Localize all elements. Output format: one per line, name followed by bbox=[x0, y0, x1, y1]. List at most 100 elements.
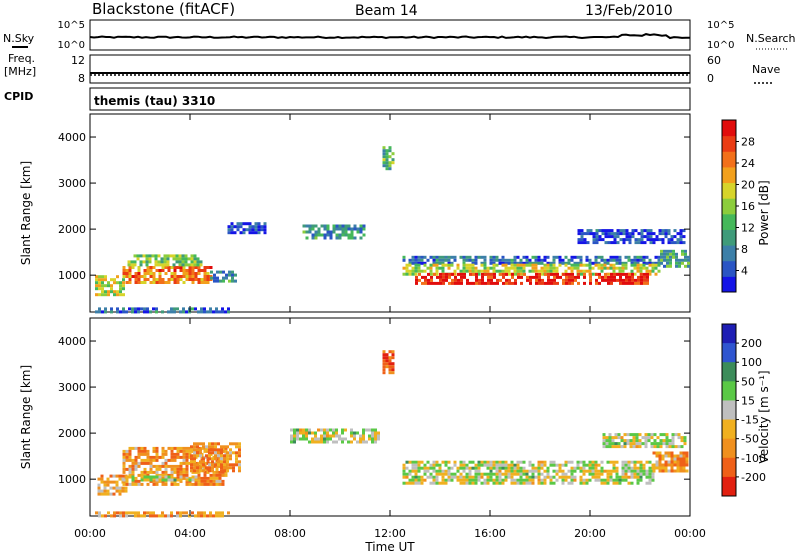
velocity-pixel bbox=[191, 511, 194, 515]
velocity-pixel bbox=[206, 470, 210, 474]
velocity-pixel bbox=[226, 457, 229, 461]
power-pixel bbox=[173, 310, 176, 314]
velocity-pixel bbox=[456, 469, 460, 473]
power-pixel bbox=[654, 272, 658, 276]
velocity-pixel bbox=[414, 463, 418, 467]
power-pixel bbox=[531, 266, 535, 270]
velocity-pixel bbox=[402, 466, 406, 470]
velocity-pixel bbox=[679, 451, 683, 455]
power-pixel bbox=[185, 269, 189, 272]
power-pixel bbox=[408, 263, 412, 267]
velocity-pixel bbox=[140, 478, 144, 482]
velocity-pixel bbox=[167, 514, 170, 518]
velocity-pixel bbox=[606, 478, 610, 482]
velocity-pixel bbox=[119, 514, 122, 518]
velocity-pixel bbox=[196, 466, 199, 470]
velocity-pixel bbox=[564, 463, 568, 467]
velocity-pixel bbox=[164, 482, 168, 486]
power-pixel bbox=[540, 269, 544, 273]
power-pixel bbox=[173, 269, 177, 272]
velocity-pixel bbox=[203, 476, 207, 480]
velocity-pixel bbox=[417, 481, 421, 485]
velocity-pixel bbox=[359, 437, 362, 441]
velocity-pixel bbox=[462, 478, 466, 482]
velocity-pixel bbox=[353, 437, 356, 441]
power-pixel bbox=[388, 146, 392, 150]
velocity-pixel bbox=[202, 445, 205, 449]
power-pixel bbox=[98, 281, 101, 285]
velocity-pixel bbox=[382, 371, 386, 375]
velocity-pixel bbox=[388, 350, 392, 354]
power-pixel bbox=[624, 255, 628, 259]
velocity-pixel bbox=[152, 479, 156, 483]
power-pixel bbox=[508, 281, 511, 285]
power-pixel bbox=[218, 310, 221, 314]
power-pixel bbox=[320, 233, 324, 237]
velocity-pixel bbox=[220, 448, 223, 452]
power-pixel bbox=[622, 232, 626, 236]
velocity-colorbar-tick-label: 15 bbox=[741, 394, 755, 407]
power-pixel bbox=[203, 272, 207, 275]
power-pixel bbox=[654, 263, 658, 267]
power-pixel bbox=[439, 272, 442, 276]
velocity-pixel bbox=[564, 478, 568, 482]
power-pixel bbox=[230, 225, 234, 229]
velocity-pixel bbox=[435, 463, 439, 467]
power-pixel bbox=[143, 272, 147, 275]
velocity-pixel bbox=[480, 460, 484, 464]
power-pixel bbox=[553, 272, 556, 276]
power-colorbar-swatch bbox=[722, 213, 736, 230]
power-pixel bbox=[579, 261, 583, 265]
velocity-pixel bbox=[131, 458, 135, 462]
power-pixel bbox=[618, 255, 622, 259]
velocity-pixel bbox=[208, 454, 211, 458]
velocity-pixel bbox=[662, 439, 666, 443]
velocity-pixel bbox=[155, 482, 159, 486]
velocity-pixel bbox=[639, 472, 643, 476]
power-pixel bbox=[178, 254, 182, 258]
velocity-pixel bbox=[134, 476, 138, 480]
power-pixel bbox=[532, 275, 535, 279]
velocity-pixel bbox=[417, 478, 421, 482]
velocity-pixel bbox=[676, 469, 680, 473]
velocity-pixel bbox=[582, 481, 586, 485]
power-pixel bbox=[570, 266, 574, 270]
power-pixel bbox=[468, 263, 472, 267]
velocity-pixel bbox=[588, 466, 592, 470]
velocity-pixel bbox=[211, 445, 214, 449]
velocity-pixel bbox=[573, 469, 577, 473]
power-pixel bbox=[148, 257, 152, 261]
power-pixel bbox=[134, 310, 137, 314]
power-pixel bbox=[531, 261, 535, 265]
velocity-pixel bbox=[161, 470, 165, 474]
velocity-pixel bbox=[555, 469, 559, 473]
velocity-pixel bbox=[600, 460, 604, 464]
power-pixel bbox=[642, 258, 646, 262]
velocity-pixel bbox=[648, 460, 652, 464]
velocity-pixel bbox=[238, 469, 241, 473]
power-pixel bbox=[628, 281, 631, 285]
velocity-pixel bbox=[423, 463, 427, 467]
velocity-pixel bbox=[633, 460, 637, 464]
velocity-pixel bbox=[155, 514, 158, 518]
power-pixel bbox=[565, 275, 568, 279]
velocity-pixel bbox=[134, 464, 138, 468]
power-pixel bbox=[657, 261, 661, 265]
velocity-pixel bbox=[128, 475, 132, 479]
power-pixel bbox=[589, 232, 593, 236]
velocity-pixel bbox=[570, 469, 574, 473]
power-pixel bbox=[549, 261, 553, 265]
velocity-pixel bbox=[679, 460, 683, 464]
power-pixel bbox=[314, 224, 318, 228]
velocity-pixel bbox=[155, 475, 159, 479]
power-pixel bbox=[462, 255, 466, 259]
velocity-pixel bbox=[308, 431, 311, 435]
velocity-pixel bbox=[217, 442, 220, 446]
power-pixel bbox=[505, 278, 508, 282]
power-pixel bbox=[501, 269, 505, 273]
power-pixel bbox=[489, 266, 493, 270]
power-pixel bbox=[133, 254, 137, 258]
power-pixel bbox=[670, 235, 674, 239]
power-pixel bbox=[669, 252, 672, 256]
power-pixel bbox=[414, 261, 418, 265]
